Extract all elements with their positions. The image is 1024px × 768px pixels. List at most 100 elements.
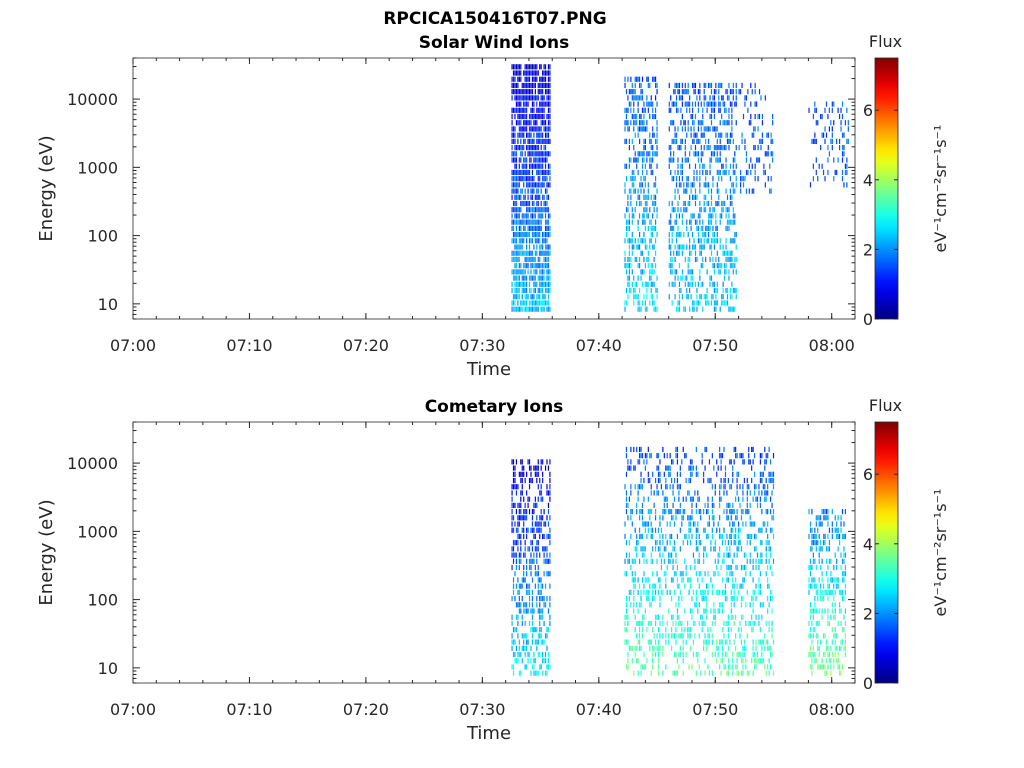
flux-cell — [539, 608, 541, 614]
flux-cell — [719, 151, 721, 157]
flux-cell — [691, 213, 694, 219]
flux-cell — [544, 633, 547, 639]
flux-cell — [732, 269, 734, 275]
flux-cell — [752, 459, 754, 465]
flux-cell — [733, 589, 735, 595]
flux-cell — [675, 101, 678, 107]
flux-cell — [721, 263, 723, 269]
flux-cell — [515, 194, 518, 200]
flux-cell — [524, 82, 526, 89]
flux-cell — [549, 120, 551, 126]
flux-cell — [674, 269, 676, 275]
flux-cell — [652, 151, 654, 157]
flux-cell — [840, 608, 842, 614]
flux-cell — [707, 238, 710, 244]
flux-cell — [702, 163, 704, 169]
flux-cell — [689, 471, 692, 477]
flux-cell — [721, 132, 723, 138]
flux-cell — [544, 120, 547, 126]
flux-cell — [824, 633, 826, 639]
flux-cell — [668, 232, 670, 238]
flux-cell — [742, 645, 744, 651]
flux-cell — [737, 521, 740, 527]
flux-cell — [716, 188, 718, 194]
flux-cell — [647, 263, 649, 269]
flux-cell — [537, 294, 539, 300]
flux-cell — [709, 101, 711, 107]
flux-cell — [827, 596, 829, 602]
flux-cell — [646, 207, 648, 213]
flux-cell — [672, 620, 674, 627]
flux-cell — [691, 614, 693, 620]
flux-cell — [843, 614, 845, 620]
flux-cell — [624, 484, 626, 490]
flux-cell — [534, 306, 536, 312]
flux-cell — [662, 533, 664, 540]
flux-cell — [633, 89, 635, 95]
flux-cell — [523, 608, 525, 614]
flux-cell — [526, 509, 528, 515]
flux-cell — [638, 287, 641, 294]
flux-cell — [515, 207, 518, 213]
flux-cell — [670, 157, 672, 163]
flux-cell — [847, 120, 849, 126]
flux-cell — [511, 502, 513, 508]
flux-cell — [716, 182, 718, 188]
flux-cell — [634, 238, 636, 244]
flux-cell — [646, 558, 648, 564]
flux-cell — [636, 645, 638, 651]
flux-cell — [761, 658, 763, 664]
flux-cell — [671, 596, 673, 602]
flux-cell — [515, 527, 518, 533]
flux-cell — [647, 82, 649, 89]
flux-cell — [653, 269, 655, 275]
flux-cell — [765, 571, 767, 577]
flux-cell — [668, 281, 670, 287]
flux-cell — [518, 244, 520, 250]
flux-cell — [523, 238, 525, 244]
flux-cell — [652, 126, 654, 132]
flux-cell — [820, 540, 822, 546]
flux-cell — [547, 608, 550, 614]
flux-cell — [511, 219, 513, 225]
flux-cell — [678, 244, 681, 250]
flux-cell — [511, 207, 513, 213]
flux-cell — [663, 471, 665, 477]
flux-cell — [646, 453, 648, 459]
flux-cell — [674, 207, 676, 213]
flux-cell — [628, 89, 630, 95]
flux-cell — [735, 120, 737, 126]
flux-cell — [771, 502, 773, 508]
flux-cell — [543, 552, 545, 558]
flux-cell — [630, 484, 632, 490]
flux-cell — [730, 627, 732, 633]
flux-cell — [517, 602, 519, 608]
flux-cell — [697, 521, 699, 527]
flux-cell — [843, 552, 845, 558]
flux-cell — [542, 614, 544, 620]
flux-cell — [534, 95, 536, 101]
flux-cell — [536, 639, 538, 645]
flux-cell — [753, 132, 755, 138]
flux-cell — [514, 76, 516, 82]
flux-cell — [534, 126, 536, 132]
flux-cell — [542, 294, 544, 300]
flux-cell — [727, 614, 729, 620]
flux-cell — [740, 596, 743, 602]
flux-cell — [512, 515, 515, 521]
flux-cell — [630, 107, 632, 113]
flux-cell — [652, 263, 654, 269]
flux-cell — [643, 145, 645, 151]
flux-cell — [514, 89, 516, 95]
flux-cell — [720, 602, 722, 608]
flux-cell — [649, 269, 651, 275]
flux-cell — [769, 546, 772, 552]
flux-cell — [676, 471, 679, 477]
flux-cell — [721, 200, 723, 207]
flux-cell — [530, 107, 532, 113]
flux-cell — [540, 577, 542, 583]
flux-cell — [820, 113, 822, 120]
flux-cell — [547, 113, 550, 120]
flux-cell — [533, 256, 535, 263]
flux-cell — [533, 232, 535, 238]
